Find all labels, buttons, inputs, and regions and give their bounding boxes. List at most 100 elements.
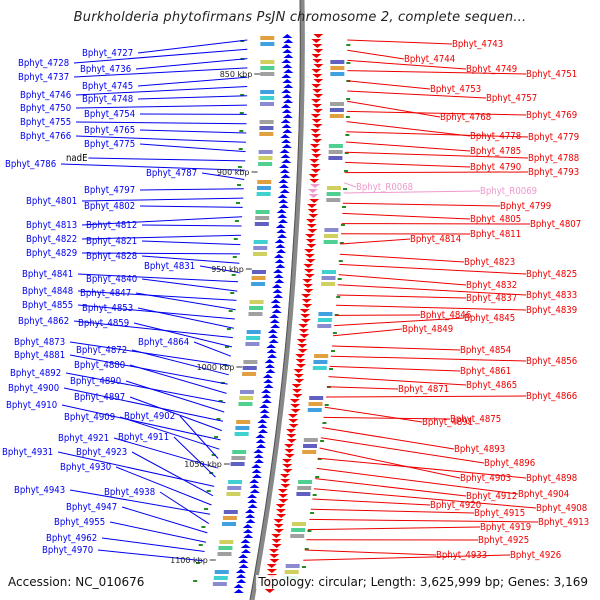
left-gene-label[interactable]: Bphyt_4892 xyxy=(10,368,61,379)
left-gene-label[interactable]: Bphyt_4855 xyxy=(22,300,73,311)
left-gene-label[interactable]: Bphyt_4841 xyxy=(22,269,73,280)
right-gene-label[interactable]: Bphyt_4903 xyxy=(460,473,511,484)
left-gene-label[interactable]: Bphyt_4962 xyxy=(46,533,97,544)
left-gene-label[interactable]: Bphyt_4864 xyxy=(138,337,189,348)
left-gene-label[interactable]: Bphyt_4853 xyxy=(82,303,133,314)
right-gene-label[interactable]: Bphyt_4825 xyxy=(526,269,577,280)
left-gene-label[interactable]: Bphyt_4862 xyxy=(18,316,69,327)
left-gene-label[interactable]: Bphyt_4797 xyxy=(84,185,135,196)
left-gene-label[interactable]: Bphyt_4909 xyxy=(64,412,115,423)
left-gene-label[interactable]: nadE xyxy=(66,153,87,164)
right-gene-label[interactable]: Bphyt_4793 xyxy=(528,167,579,178)
left-gene-label[interactable]: Bphyt_4955 xyxy=(54,517,105,528)
right-gene-label[interactable]: Bphyt_4925 xyxy=(478,535,529,546)
right-gene-label[interactable]: Bphyt_4753 xyxy=(430,84,481,95)
right-gene-label[interactable]: Bphyt_4912 xyxy=(466,491,517,502)
left-gene-label[interactable]: Bphyt_4902 xyxy=(124,411,175,422)
left-gene-label[interactable]: Bphyt_4943 xyxy=(14,485,65,496)
left-gene-label[interactable]: Bphyt_4821 xyxy=(86,236,137,247)
left-gene-label[interactable]: Bphyt_4813 xyxy=(26,220,77,231)
left-gene-label[interactable]: Bphyt_4755 xyxy=(20,117,71,128)
right-gene-label[interactable]: Bphyt_4823 xyxy=(464,257,515,268)
left-gene-label[interactable]: Bphyt_4822 xyxy=(26,234,77,245)
right-gene-label[interactable]: Bphyt_4891 xyxy=(422,417,473,428)
right-gene-label[interactable]: Bphyt_4849 xyxy=(402,324,453,335)
right-gene-label[interactable]: Bphyt_4832 xyxy=(466,280,517,291)
right-gene-label[interactable]: Bphyt_4837 xyxy=(466,293,517,304)
left-gene-label[interactable]: Bphyt_4787 xyxy=(146,168,197,179)
left-gene-label[interactable]: Bphyt_4831 xyxy=(144,261,195,272)
right-gene-label[interactable]: Bphyt_4845 xyxy=(464,313,515,324)
left-gene-label[interactable]: Bphyt_4775 xyxy=(84,139,135,150)
right-gene-label[interactable]: Bphyt_4811 xyxy=(470,229,521,240)
right-gene-label[interactable]: Bphyt_4778 xyxy=(470,131,521,142)
right-gene-label[interactable]: Bphyt_4933 xyxy=(436,550,487,561)
left-gene-label[interactable]: Bphyt_4765 xyxy=(84,125,135,136)
right-gene-label[interactable]: Bphyt_4833 xyxy=(526,290,577,301)
left-gene-label[interactable]: Bphyt_4881 xyxy=(14,350,65,361)
left-gene-label[interactable]: Bphyt_4897 xyxy=(74,392,125,403)
left-gene-label[interactable]: Bphyt_4748 xyxy=(82,94,133,105)
right-gene-label[interactable]: Bphyt_4904 xyxy=(518,489,569,500)
right-gene-label[interactable]: Bphyt_4908 xyxy=(536,503,587,514)
left-gene-label[interactable]: Bphyt_4736 xyxy=(80,64,131,75)
left-gene-label[interactable]: Bphyt_4847 xyxy=(80,288,131,299)
right-gene-label[interactable]: Bphyt_4814 xyxy=(410,234,461,245)
right-gene-label[interactable]: Bphyt_4854 xyxy=(460,345,511,356)
left-gene-label[interactable]: Bphyt_4900 xyxy=(8,383,59,394)
right-gene-label[interactable]: Bphyt_4768 xyxy=(440,112,491,123)
right-gene-label[interactable]: Bphyt_4744 xyxy=(404,54,455,65)
left-gene-label[interactable]: Bphyt_4766 xyxy=(20,131,71,142)
right-gene-label[interactable]: Bphyt_4866 xyxy=(526,391,577,402)
left-gene-label[interactable]: Bphyt_4750 xyxy=(20,103,71,114)
right-gene-label[interactable]: Bphyt_4839 xyxy=(526,305,577,316)
right-gene-label[interactable]: Bphyt_4769 xyxy=(526,110,577,121)
right-gene-label[interactable]: Bphyt_4805 xyxy=(470,214,521,225)
left-gene-label[interactable]: Bphyt_4859 xyxy=(78,318,129,329)
left-gene-label[interactable]: Bphyt_4880 xyxy=(74,360,125,371)
right-gene-label[interactable]: Bphyt_4926 xyxy=(510,550,561,561)
right-gene-label[interactable]: Bphyt_4861 xyxy=(460,366,511,377)
left-gene-label[interactable]: Bphyt_4931 xyxy=(2,447,53,458)
right-gene-label[interactable]: Bphyt_4749 xyxy=(466,64,517,75)
right-gene-label[interactable]: Bphyt_R0068 xyxy=(356,182,413,193)
right-gene-label[interactable]: Bphyt_4893 xyxy=(454,444,505,455)
right-gene-label[interactable]: Bphyt_R0069 xyxy=(480,186,537,197)
left-gene-label[interactable]: Bphyt_4947 xyxy=(66,502,117,513)
left-gene-label[interactable]: Bphyt_4801 xyxy=(26,196,77,207)
left-gene-label[interactable]: Bphyt_4737 xyxy=(18,72,69,83)
left-gene-label[interactable]: Bphyt_4746 xyxy=(20,90,71,101)
right-gene-label[interactable]: Bphyt_4919 xyxy=(480,522,531,533)
left-gene-label[interactable]: Bphyt_4911 xyxy=(118,432,169,443)
right-gene-label[interactable]: Bphyt_4799 xyxy=(500,201,551,212)
left-gene-label[interactable]: Bphyt_4930 xyxy=(60,462,111,473)
right-gene-label[interactable]: Bphyt_4920 xyxy=(430,500,481,511)
right-gene-label[interactable]: Bphyt_4751 xyxy=(526,69,577,80)
right-gene-label[interactable]: Bphyt_4757 xyxy=(486,93,537,104)
right-gene-label[interactable]: Bphyt_4865 xyxy=(466,380,517,391)
left-gene-label[interactable]: Bphyt_4923 xyxy=(76,447,127,458)
right-gene-label[interactable]: Bphyt_4871 xyxy=(398,384,449,395)
left-gene-label[interactable]: Bphyt_4754 xyxy=(84,109,135,120)
left-gene-label[interactable]: Bphyt_4812 xyxy=(86,220,137,231)
left-gene-label[interactable]: Bphyt_4938 xyxy=(104,487,155,498)
left-gene-label[interactable]: Bphyt_4786 xyxy=(5,159,56,170)
left-gene-label[interactable]: Bphyt_4727 xyxy=(82,48,133,59)
right-gene-label[interactable]: Bphyt_4846 xyxy=(420,310,471,321)
left-gene-label[interactable]: Bphyt_4828 xyxy=(86,251,137,262)
left-gene-label[interactable]: Bphyt_4848 xyxy=(22,286,73,297)
right-gene-label[interactable]: Bphyt_4913 xyxy=(538,517,589,528)
right-gene-label[interactable]: Bphyt_4790 xyxy=(470,162,521,173)
right-gene-label[interactable]: Bphyt_4915 xyxy=(474,508,525,519)
right-gene-label[interactable]: Bphyt_4779 xyxy=(528,132,579,143)
right-gene-label[interactable]: Bphyt_4856 xyxy=(526,356,577,367)
right-gene-label[interactable]: Bphyt_4898 xyxy=(526,473,577,484)
left-gene-label[interactable]: Bphyt_4890 xyxy=(70,376,121,387)
right-gene-label[interactable]: Bphyt_4807 xyxy=(530,219,581,230)
left-gene-label[interactable]: Bphyt_4840 xyxy=(86,274,137,285)
left-gene-label[interactable]: Bphyt_4910 xyxy=(6,400,57,411)
right-gene-label[interactable]: Bphyt_4896 xyxy=(484,458,535,469)
left-gene-label[interactable]: Bphyt_4921 xyxy=(58,433,109,444)
left-gene-label[interactable]: Bphyt_4802 xyxy=(84,201,135,212)
left-gene-label[interactable]: Bphyt_4970 xyxy=(42,545,93,556)
